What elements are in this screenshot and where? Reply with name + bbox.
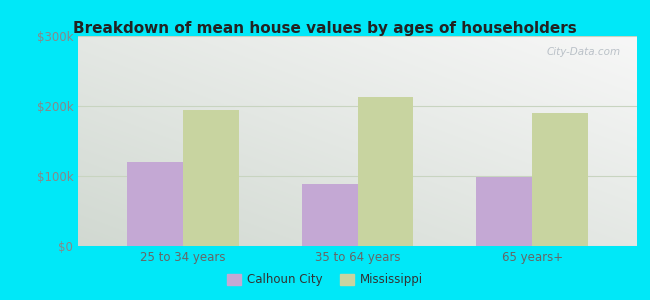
Bar xyxy=(532,113,588,246)
Bar xyxy=(358,97,413,246)
Bar xyxy=(302,184,358,246)
Text: City-Data.com: City-Data.com xyxy=(546,46,620,56)
Bar xyxy=(476,177,532,246)
Legend: Calhoun City, Mississippi: Calhoun City, Mississippi xyxy=(222,269,428,291)
Bar xyxy=(183,110,239,246)
Bar xyxy=(127,162,183,246)
Text: Breakdown of mean house values by ages of householders: Breakdown of mean house values by ages o… xyxy=(73,21,577,36)
